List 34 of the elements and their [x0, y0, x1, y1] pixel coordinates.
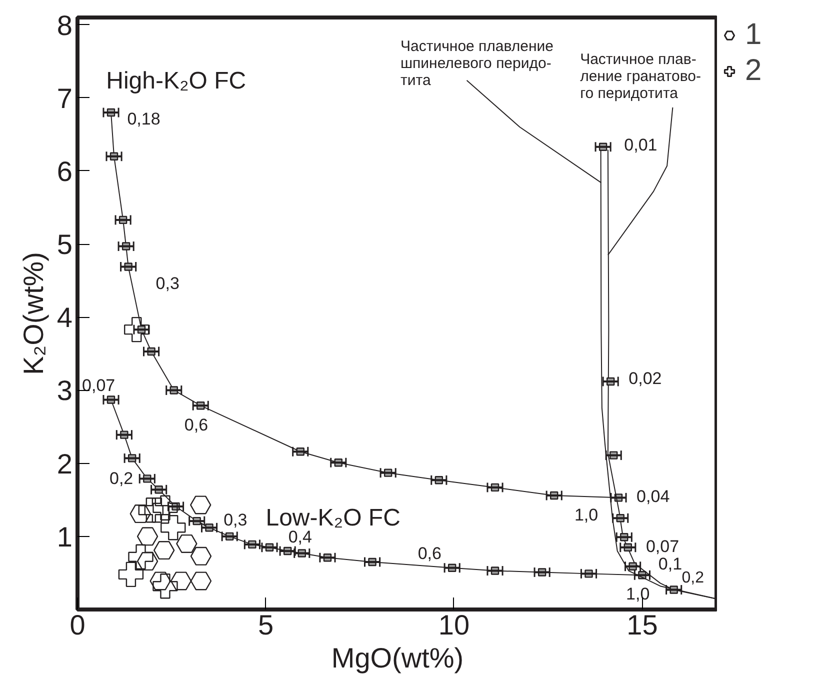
annotation: 0,6 — [184, 416, 208, 435]
annotation: 0,1 — [658, 554, 682, 574]
annotation: 0,01 — [624, 136, 658, 155]
annotation: Частичное плав- ление гранатово- го перидотита — [580, 51, 701, 102]
annotation: 0,02 — [628, 368, 662, 388]
legend-label: 2 — [745, 54, 763, 88]
x-tick-label: 10 — [438, 610, 470, 640]
annotation: 0,2 — [110, 468, 134, 488]
y-tick-label: 3 — [56, 375, 73, 406]
x-tick-label: 15 — [626, 610, 658, 640]
annotation: 0,04 — [636, 487, 670, 506]
y-tick-label: 2 — [56, 448, 73, 480]
annotation: 0,07 — [646, 536, 680, 556]
annotation: High-K₂O FC — [106, 68, 246, 95]
annotation: 0,07 — [82, 376, 116, 396]
x-tick-label: 0 — [70, 610, 86, 640]
y-tick-label: 7 — [56, 82, 73, 114]
y-tick-label: 1 — [56, 521, 73, 552]
y-tick-label: 4 — [56, 302, 73, 334]
annotation: 0,3 — [156, 274, 180, 293]
annotation: 0,18 — [127, 109, 160, 128]
x-tick-label: 5 — [258, 610, 274, 640]
y-axis-title: K₂O(wt%) — [18, 252, 49, 375]
y-tick-label: 5 — [56, 229, 73, 260]
annotation: Частичное плавление шпинелевого перидо- тита — [400, 38, 554, 90]
y-tick-label: 8 — [56, 10, 73, 41]
x-axis-title: MgO(wt%) — [331, 642, 464, 674]
annotation: 0,3 — [224, 510, 248, 530]
annotation: 0,2 — [682, 570, 704, 587]
y-tick-label: 6 — [56, 156, 73, 187]
annotation: 0,6 — [418, 544, 442, 564]
annotation: 1,0 — [574, 505, 598, 524]
annotation: 1,0 — [626, 584, 650, 604]
legend-label: 1 — [745, 18, 763, 52]
